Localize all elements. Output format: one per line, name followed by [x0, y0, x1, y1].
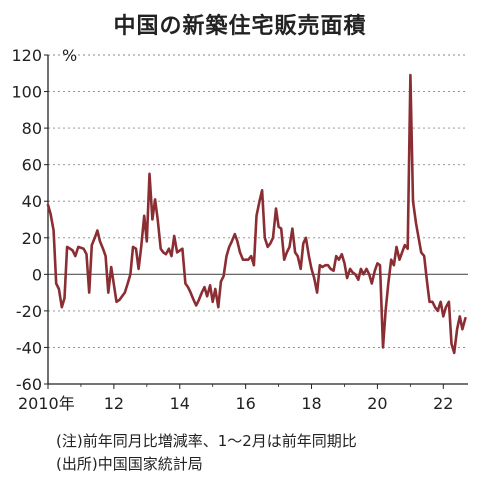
y-tick-label: 80 — [22, 119, 42, 138]
y-tick-label: -40 — [16, 338, 42, 357]
x-tick-label: 12 — [104, 394, 124, 413]
series-line — [46, 73, 467, 355]
chart-note: (注)前年同月比増減率、1〜2月は前年同期比 — [56, 432, 357, 450]
y-tick-label: 20 — [22, 229, 42, 248]
x-tick-label: 16 — [235, 394, 255, 413]
y-tick-label: 120 — [11, 46, 42, 65]
chart-source: (出所)中国国家統計局 — [56, 455, 203, 473]
x-tick-label: 2010年 — [18, 394, 75, 413]
y-tick-label: 60 — [22, 156, 42, 175]
y-tick-label: -20 — [16, 302, 42, 321]
x-tick-label: 18 — [301, 394, 321, 413]
y-tick-label: 40 — [22, 192, 42, 211]
y-tick-label: 100 — [11, 83, 42, 102]
x-tick-label: 22 — [433, 394, 453, 413]
x-tick-label: 20 — [367, 394, 387, 413]
chart-title: 中国の新築住宅販売面積 — [113, 14, 367, 39]
unit-label: % — [62, 46, 77, 65]
x-tick-label: 14 — [170, 394, 190, 413]
y-tick-label: -60 — [16, 375, 42, 394]
y-tick-label: 0 — [32, 265, 42, 284]
